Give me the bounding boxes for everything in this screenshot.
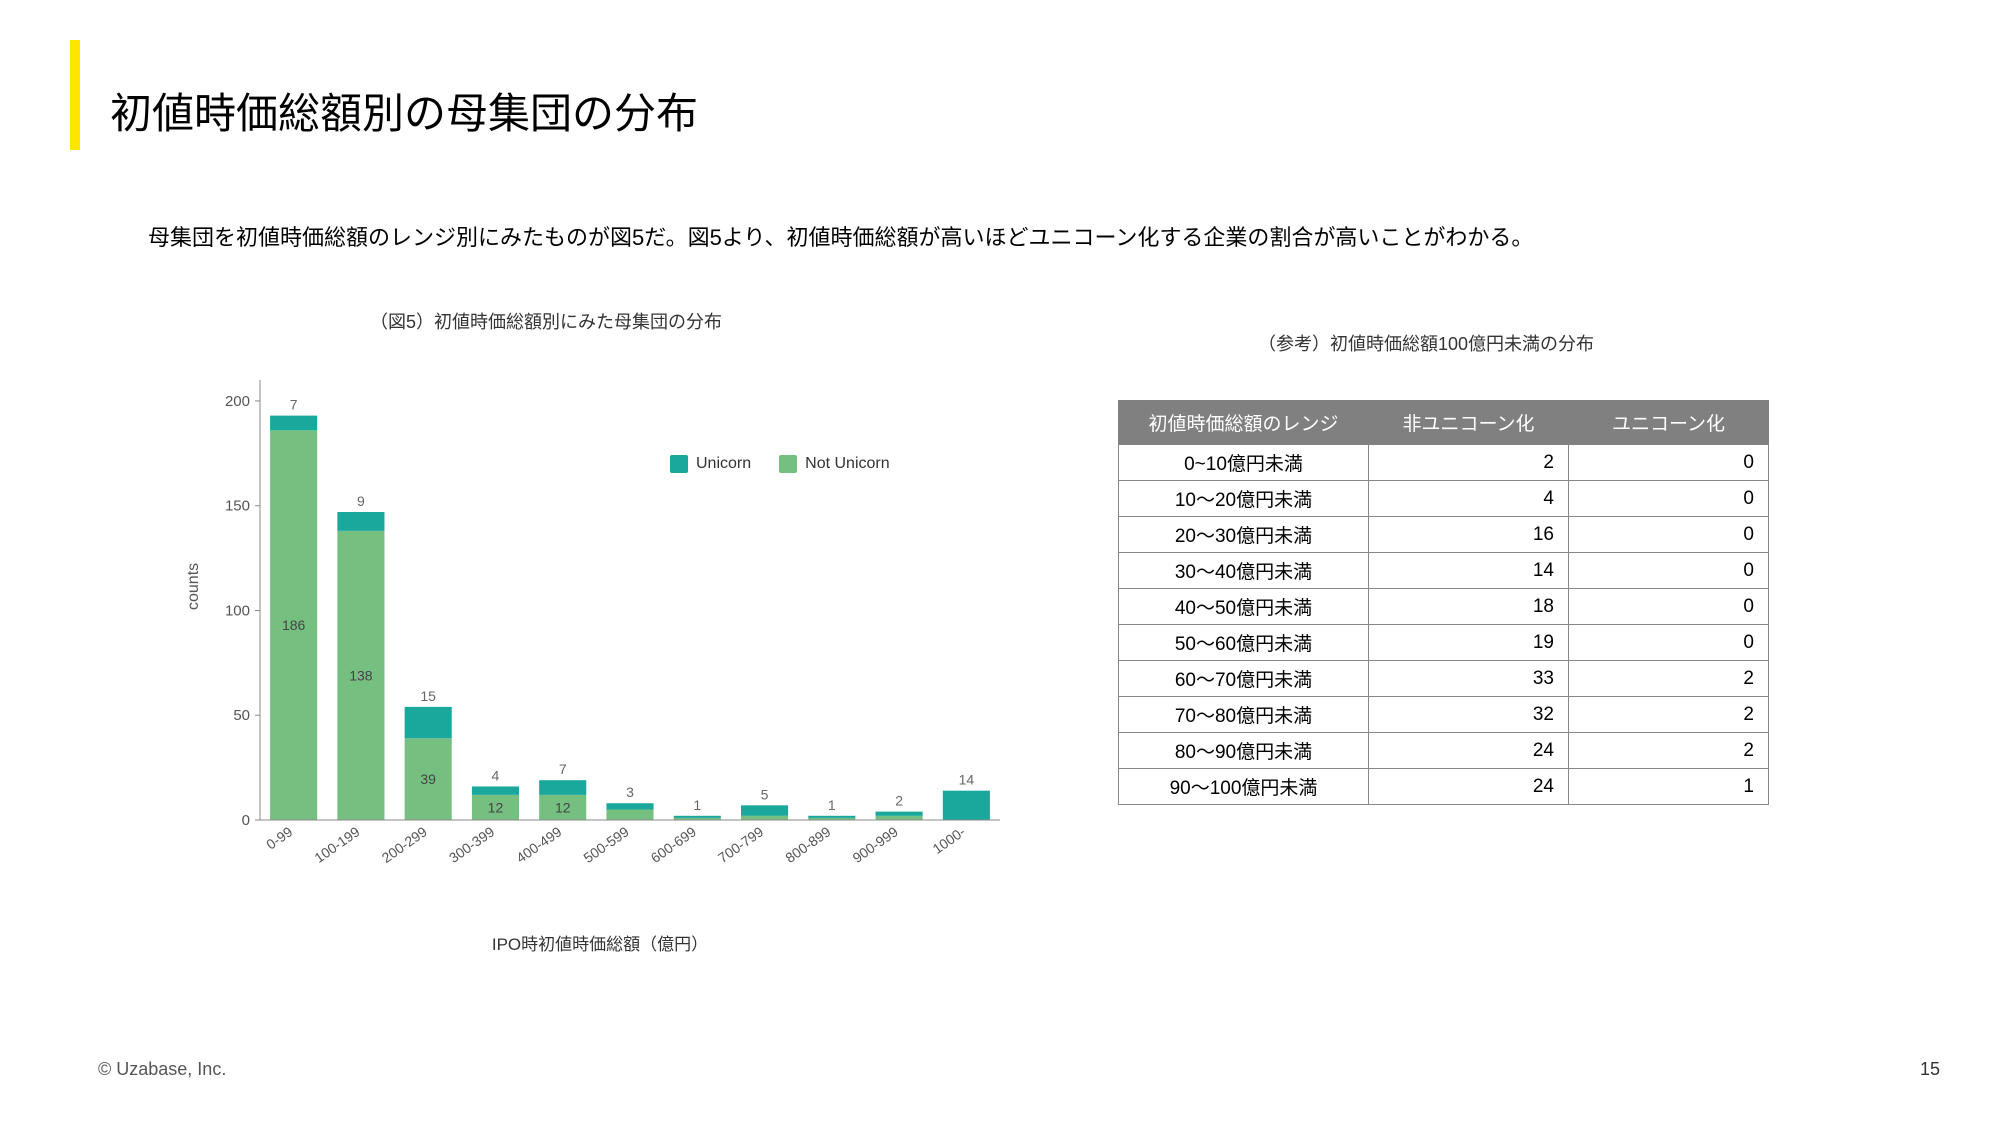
svg-text:1: 1: [828, 797, 836, 813]
svg-text:50: 50: [233, 707, 250, 724]
svg-text:15: 15: [420, 688, 436, 704]
table-row: 50～60億円未満190: [1119, 625, 1769, 661]
distribution-table: 初値時価総額のレンジ非ユニコーン化ユニコーン化 0~10億円未満2010～20億…: [1118, 400, 1769, 805]
table-cell-range: 0~10億円未満: [1119, 445, 1369, 481]
table-header-cell: ユニコーン化: [1569, 401, 1769, 445]
table-cell-value: 33: [1369, 661, 1569, 697]
table-header-cell: 初値時価総額のレンジ: [1119, 401, 1369, 445]
svg-text:700-799: 700-799: [715, 823, 766, 866]
legend-label: Unicorn: [696, 455, 751, 473]
table-cell-range: 40～50億円未満: [1119, 589, 1369, 625]
table-cell-value: 14: [1369, 553, 1569, 589]
svg-text:100: 100: [225, 602, 250, 619]
body-text: 母集団を初値時価総額のレンジ別にみたものが図5だ。図5より、初値時価総額が高いほ…: [148, 220, 1533, 252]
svg-text:39: 39: [420, 771, 436, 787]
table-row: 20～30億円未満160: [1119, 517, 1769, 553]
table-row: 30～40億円未満140: [1119, 553, 1769, 589]
table-cell-value: 24: [1369, 769, 1569, 805]
svg-text:9: 9: [357, 493, 365, 509]
svg-text:150: 150: [225, 498, 250, 515]
svg-text:7: 7: [290, 397, 298, 413]
svg-text:14: 14: [959, 772, 975, 788]
svg-text:900-999: 900-999: [850, 823, 901, 866]
svg-text:12: 12: [555, 799, 571, 815]
table-row: 0~10億円未満20: [1119, 445, 1769, 481]
svg-text:200-299: 200-299: [379, 823, 430, 866]
accent-bar: [70, 40, 80, 150]
svg-text:100-199: 100-199: [311, 823, 362, 866]
chart-y-axis-label: counts: [185, 563, 203, 610]
svg-text:800-899: 800-899: [782, 823, 833, 866]
svg-text:600-699: 600-699: [648, 823, 699, 866]
svg-text:4: 4: [492, 767, 500, 783]
table-cell-value: 0: [1569, 553, 1769, 589]
table-cell-value: 2: [1569, 697, 1769, 733]
svg-text:200: 200: [225, 393, 250, 410]
table-cell-value: 24: [1369, 733, 1569, 769]
svg-text:5: 5: [761, 786, 769, 802]
table-cell-value: 0: [1569, 589, 1769, 625]
svg-text:1: 1: [693, 797, 701, 813]
svg-text:12: 12: [488, 799, 504, 815]
table-cell-value: 2: [1569, 661, 1769, 697]
svg-text:500-599: 500-599: [580, 823, 631, 866]
table-cell-value: 16: [1369, 517, 1569, 553]
table-cell-value: 18: [1369, 589, 1569, 625]
svg-text:0: 0: [242, 812, 250, 829]
table-cell-value: 4: [1369, 481, 1569, 517]
table-cell-range: 70～80億円未満: [1119, 697, 1369, 733]
svg-text:400-499: 400-499: [513, 823, 564, 866]
chart-caption: （図5）初値時価総額別にみた母集団の分布: [370, 308, 722, 334]
table-cell-range: 90～100億円未満: [1119, 769, 1369, 805]
table-cell-value: 2: [1369, 445, 1569, 481]
svg-text:138: 138: [349, 667, 373, 683]
svg-text:0-99: 0-99: [263, 823, 295, 852]
table-cell-value: 0: [1569, 481, 1769, 517]
page-title: 初値時価総額別の母集団の分布: [110, 80, 698, 141]
svg-text:3: 3: [626, 784, 634, 800]
legend-swatch: [670, 455, 688, 473]
table-cell-value: 0: [1569, 445, 1769, 481]
table-row: 70～80億円未満322: [1119, 697, 1769, 733]
svg-text:300-399: 300-399: [446, 823, 497, 866]
table-cell-value: 0: [1569, 625, 1769, 661]
table-cell-value: 32: [1369, 697, 1569, 733]
chart-legend: Unicorn Not Unicorn: [670, 455, 890, 473]
svg-text:7: 7: [559, 761, 567, 777]
distribution-chart: 05010015020071869138153941271231512140-9…: [180, 360, 1020, 960]
legend-item: Not Unicorn: [779, 455, 889, 473]
table-cell-range: 60～70億円未満: [1119, 661, 1369, 697]
chart-x-axis-label: IPO時初値時価総額（億円）: [180, 930, 1020, 955]
table-row: 10～20億円未満40: [1119, 481, 1769, 517]
svg-text:1000-: 1000-: [930, 823, 969, 857]
table-header-cell: 非ユニコーン化: [1369, 401, 1569, 445]
footer-copyright: © Uzabase, Inc.: [98, 1059, 226, 1080]
table-cell-range: 80～90億円未満: [1119, 733, 1369, 769]
table-cell-value: 19: [1369, 625, 1569, 661]
chart-svg: 05010015020071869138153941271231512140-9…: [180, 360, 1020, 920]
legend-label: Not Unicorn: [805, 455, 889, 473]
svg-text:2: 2: [895, 793, 903, 809]
table-cell-value: 1: [1569, 769, 1769, 805]
table-cell-range: 50～60億円未満: [1119, 625, 1369, 661]
table-cell-value: 0: [1569, 517, 1769, 553]
table-row: 90～100億円未満241: [1119, 769, 1769, 805]
legend-item: Unicorn: [670, 455, 751, 473]
table-row: 40～50億円未満180: [1119, 589, 1769, 625]
table-cell-value: 2: [1569, 733, 1769, 769]
table-cell-range: 10～20億円未満: [1119, 481, 1369, 517]
table-header-row: 初値時価総額のレンジ非ユニコーン化ユニコーン化: [1119, 401, 1769, 445]
table-row: 60～70億円未満332: [1119, 661, 1769, 697]
table-cell-range: 20～30億円未満: [1119, 517, 1369, 553]
table-cell-range: 30～40億円未満: [1119, 553, 1369, 589]
table-body: 0~10億円未満2010～20億円未満4020～30億円未満16030～40億円…: [1119, 445, 1769, 805]
table-row: 80～90億円未満242: [1119, 733, 1769, 769]
table-caption: （参考）初値時価総額100億円未満の分布: [1258, 330, 1594, 356]
svg-text:186: 186: [282, 617, 306, 633]
legend-swatch: [779, 455, 797, 473]
page-number: 15: [1920, 1059, 1940, 1080]
